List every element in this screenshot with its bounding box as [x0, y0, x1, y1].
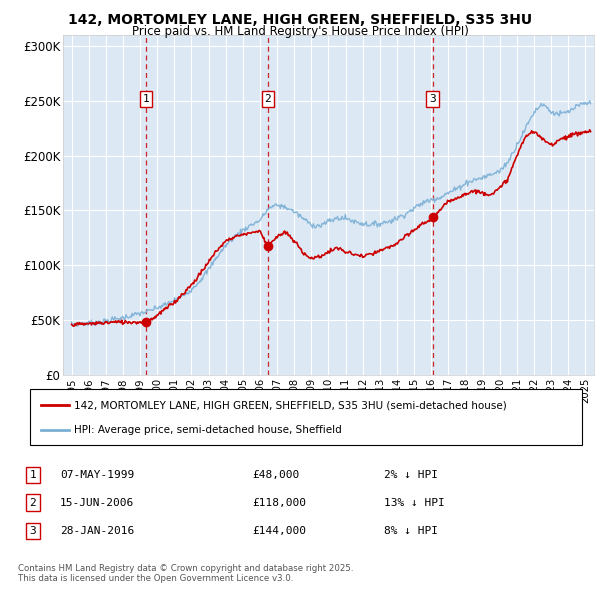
- Text: Price paid vs. HM Land Registry's House Price Index (HPI): Price paid vs. HM Land Registry's House …: [131, 25, 469, 38]
- Text: £48,000: £48,000: [252, 470, 299, 480]
- Text: 142, MORTOMLEY LANE, HIGH GREEN, SHEFFIELD, S35 3HU (semi-detached house): 142, MORTOMLEY LANE, HIGH GREEN, SHEFFIE…: [74, 400, 507, 410]
- Text: 142, MORTOMLEY LANE, HIGH GREEN, SHEFFIELD, S35 3HU: 142, MORTOMLEY LANE, HIGH GREEN, SHEFFIE…: [68, 13, 532, 27]
- Text: 3: 3: [429, 94, 436, 104]
- Text: 8% ↓ HPI: 8% ↓ HPI: [384, 526, 438, 536]
- Text: 3: 3: [29, 526, 37, 536]
- FancyBboxPatch shape: [30, 389, 582, 445]
- Text: HPI: Average price, semi-detached house, Sheffield: HPI: Average price, semi-detached house,…: [74, 425, 342, 435]
- Text: £144,000: £144,000: [252, 526, 306, 536]
- Text: 15-JUN-2006: 15-JUN-2006: [60, 498, 134, 507]
- Text: £118,000: £118,000: [252, 498, 306, 507]
- Text: 2: 2: [265, 94, 271, 104]
- Text: 28-JAN-2016: 28-JAN-2016: [60, 526, 134, 536]
- Text: 1: 1: [143, 94, 149, 104]
- Text: 13% ↓ HPI: 13% ↓ HPI: [384, 498, 445, 507]
- Text: 2% ↓ HPI: 2% ↓ HPI: [384, 470, 438, 480]
- Text: Contains HM Land Registry data © Crown copyright and database right 2025.
This d: Contains HM Land Registry data © Crown c…: [18, 563, 353, 583]
- Text: 1: 1: [29, 470, 37, 480]
- Text: 2: 2: [29, 498, 37, 507]
- Text: 07-MAY-1999: 07-MAY-1999: [60, 470, 134, 480]
